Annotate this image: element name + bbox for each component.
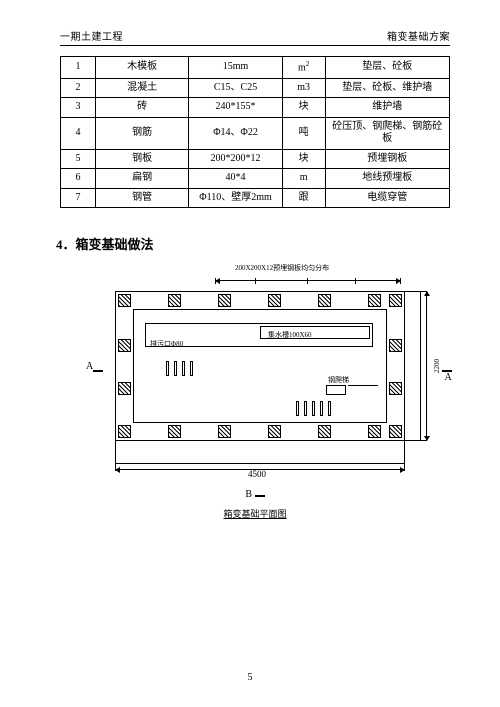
hole-label: 排污口Φ80 <box>150 339 183 349</box>
table-cell: 砖 <box>96 98 189 118</box>
table-cell: m2 <box>282 57 325 79</box>
table-cell: 4 <box>61 117 96 149</box>
table-cell: 钢管 <box>96 188 189 208</box>
table-row: 6扁钢40*4m地线预埋板 <box>61 169 450 189</box>
table-cell: 混凝土 <box>96 78 189 98</box>
materials-table: 1木模板15mmm2垫层、砼板2混凝土C15、C25m3垫层、砼板、维护墙3砖2… <box>60 56 450 208</box>
table-cell: 钢板 <box>96 149 189 169</box>
table-cell: 吨 <box>282 117 325 149</box>
table-cell: 垫层、砼板、维护墙 <box>325 78 450 98</box>
table-cell: 砼压顶、钢爬梯、钢筋砼板 <box>325 117 450 149</box>
table-cell: 块 <box>282 98 325 118</box>
dim-h-value: 4500 <box>248 469 266 479</box>
page-header: 一期土建工程 箱变基础方案 <box>60 28 450 43</box>
table-cell: C15、C25 <box>189 78 282 98</box>
table-cell: 跟 <box>282 188 325 208</box>
table-row: 1木模板15mmm2垫层、砼板 <box>61 57 450 79</box>
table-cell: 扁钢 <box>96 169 189 189</box>
table-cell: 电缆穿管 <box>325 188 450 208</box>
table-cell: 40*4 <box>189 169 282 189</box>
top-note: 200X200X12预埋钢板均匀分布 <box>235 263 329 273</box>
table-cell: 维护墙 <box>325 98 450 118</box>
table-row: 3砖240*155*块维护墙 <box>61 98 450 118</box>
table-row: 2混凝土C15、C25m3垫层、砼板、维护墙 <box>61 78 450 98</box>
section-a-right: A <box>442 361 452 383</box>
dim-2200: 2200 <box>420 291 438 441</box>
table-row: 7钢管Φ110、壁厚2mm跟电缆穿管 <box>61 188 450 208</box>
table-cell: 200*200*12 <box>189 149 282 169</box>
table-cell: m3 <box>282 78 325 98</box>
table-cell: 7 <box>61 188 96 208</box>
table-cell: 3 <box>61 98 96 118</box>
section-title: 4．箱变基础做法 <box>56 234 450 253</box>
foundation-drawing: 200X200X12预埋钢板均匀分布 集水槽100X60 排污口Φ80 <box>70 267 440 527</box>
drawing-caption: 箱变基础平面图 <box>70 507 440 520</box>
trough-label: 集水槽100X60 <box>268 330 312 340</box>
table-cell: 2 <box>61 78 96 98</box>
table-cell: 5 <box>61 149 96 169</box>
page-number: 5 <box>0 672 500 683</box>
header-right: 箱变基础方案 <box>387 28 450 43</box>
table-cell: 块 <box>282 149 325 169</box>
table-row: 4钢筋Φ14、Φ22吨砼压顶、钢爬梯、钢筋砼板 <box>61 117 450 149</box>
table-cell: Φ14、Φ22 <box>189 117 282 149</box>
table-cell: 钢筋 <box>96 117 189 149</box>
ladder-box <box>326 385 346 395</box>
ladder-label: 钢爬梯 <box>328 375 349 385</box>
header-left: 一期土建工程 <box>60 28 123 43</box>
table-cell: 垫层、砼板 <box>325 57 450 79</box>
section-a-left: A <box>86 361 103 372</box>
table-cell: 1 <box>61 57 96 79</box>
table-row: 5钢板200*200*12块预埋钢板 <box>61 149 450 169</box>
dim-v-value: 2200 <box>433 359 441 373</box>
table-cell: 木模板 <box>96 57 189 79</box>
header-rule <box>60 45 450 46</box>
table-cell: 15mm <box>189 57 282 79</box>
table-cell: 6 <box>61 169 96 189</box>
table-cell: 地线预埋板 <box>325 169 450 189</box>
table-cell: 预埋钢板 <box>325 149 450 169</box>
table-cell: 240*155* <box>189 98 282 118</box>
section-b: B <box>70 489 440 500</box>
table-cell: Φ110、壁厚2mm <box>189 188 282 208</box>
table-cell: m <box>282 169 325 189</box>
